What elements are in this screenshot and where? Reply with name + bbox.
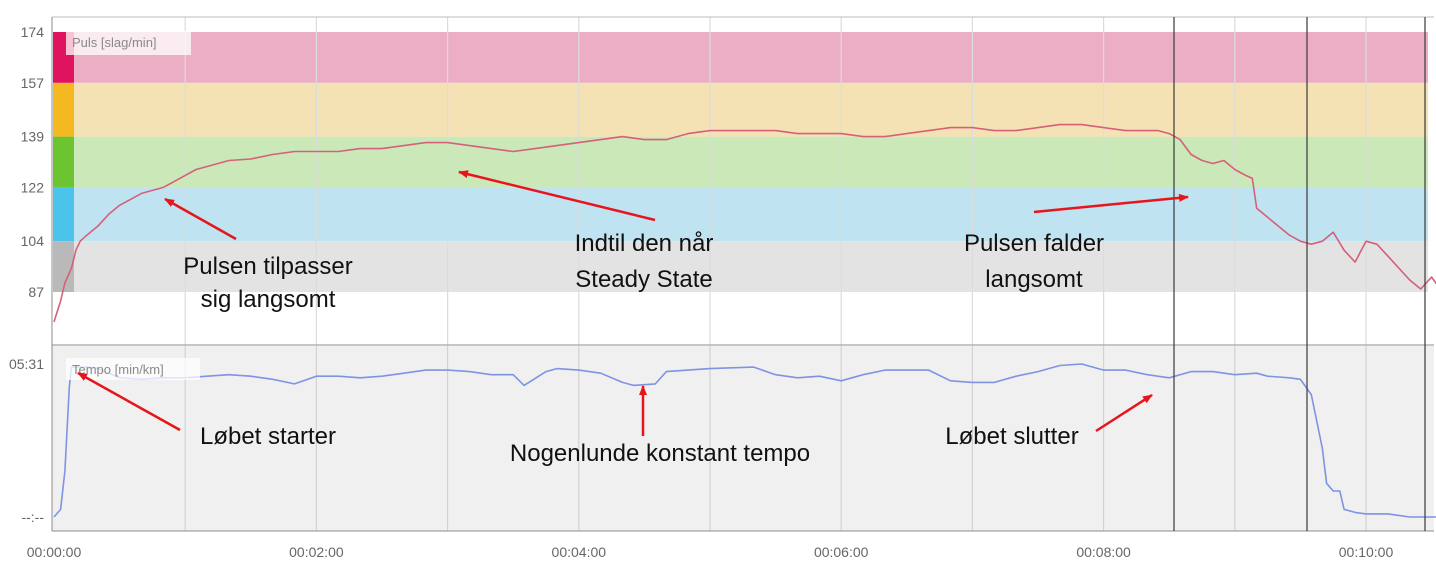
pace-y-tick-label: 05:31 [9, 356, 44, 372]
x-tick-label: 00:06:00 [814, 544, 869, 560]
hr-y-tick-label: 104 [21, 233, 45, 249]
hr-y-tick-label: 174 [21, 24, 45, 40]
hr-title-backdrop [66, 31, 191, 55]
hr-series-line [53, 123, 1436, 323]
hr-zone-marker-3 [53, 136, 74, 188]
annotation-steady-state-line2: Steady State [575, 266, 712, 293]
hr-zone-marker-4 [53, 82, 74, 137]
annotation-constant-pace: Nogenlunde konstant tempo [510, 440, 810, 467]
hr-zone-4 [74, 82, 1428, 137]
hr-zones [53, 32, 1428, 292]
hr-y-tick-label: 87 [28, 284, 44, 300]
pace-panel-title: Tempo [min/km] [72, 362, 164, 377]
x-tick-label: 00:04:00 [552, 544, 607, 560]
arrow-hr-adapts [164, 197, 237, 241]
arrow-run-starts [77, 371, 181, 432]
pace-y-tick-label: --:-- [21, 509, 44, 525]
hr-zone-3 [74, 136, 1428, 188]
arrow-steady-state [458, 170, 656, 222]
annotation-run-ends: Løbet slutter [945, 423, 1078, 450]
arrow-run-ends [1095, 393, 1153, 433]
x-tick-label: 00:00:00 [27, 544, 82, 560]
tick-labels: 174 157 139 122 104 87 05:31 --:-- 00:00:00 00:02… [9, 24, 1394, 560]
annotation-hr-drops-line1: Pulsen falder [964, 230, 1104, 257]
pace-series-line [53, 363, 1436, 518]
x-tick-label: 00:08:00 [1076, 544, 1131, 560]
hr-y-tick-label: 157 [21, 75, 45, 91]
arrow-hr-drops [1033, 193, 1189, 214]
x-tick-label: 00:10:00 [1339, 544, 1394, 560]
annotation-steady-state-line1: Indtil den når [575, 230, 714, 257]
hr-panel-title: Puls [slag/min] [72, 35, 157, 50]
pace-panel-background [52, 346, 1434, 531]
pace-title-backdrop [66, 358, 200, 380]
x-tick-label: 00:02:00 [289, 544, 344, 560]
annotation-hr-adapts-line2: sig langsomt [201, 286, 336, 313]
axes [51, 16, 1434, 532]
hr-zone-marker-2 [53, 187, 74, 242]
hr-zone-2 [74, 187, 1428, 242]
annotation-hr-adapts-line1: Pulsen tilpasser [183, 253, 352, 280]
pace-line-group [53, 363, 1436, 518]
hr-zone-5 [74, 32, 1428, 83]
hr-zone-1 [74, 241, 1428, 292]
hr-y-tick-label: 139 [21, 129, 45, 145]
annotation-run-starts: Løbet starter [200, 423, 336, 450]
hr-zone-marker-1 [53, 241, 74, 292]
annotation-hr-drops-line2: langsomt [985, 266, 1083, 293]
hr-line-group [53, 123, 1436, 323]
hr-y-tick-label: 122 [21, 179, 45, 195]
